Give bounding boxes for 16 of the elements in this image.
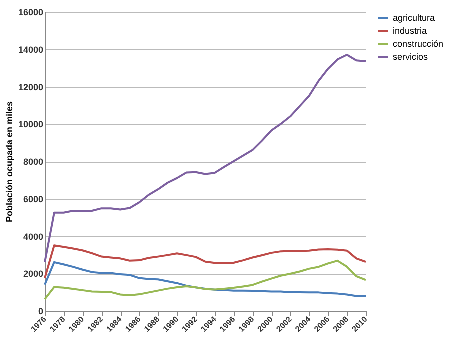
y-tick-label: 4000 (23, 232, 44, 242)
legend-label: servicios (393, 52, 429, 62)
y-tick-label: 2000 (23, 269, 44, 280)
legend-label: agricultura (393, 13, 436, 23)
line-series (44, 54, 367, 264)
y-tick-label: 12000 (18, 82, 44, 92)
y-tick-label: 8000 (23, 157, 44, 167)
y-tick-label: 6000 (23, 194, 44, 204)
y-tick-label: 10000 (18, 120, 44, 130)
legend-label: construcción (393, 39, 444, 49)
line-series (44, 244, 367, 280)
y-tick-label: 0 (38, 306, 44, 316)
legend-label: industria (393, 26, 428, 36)
y-tick-label: 14000 (18, 44, 44, 55)
y-tick-label: 16000 (18, 8, 44, 18)
y-axis-title: Población ocupada en miles (4, 101, 14, 223)
